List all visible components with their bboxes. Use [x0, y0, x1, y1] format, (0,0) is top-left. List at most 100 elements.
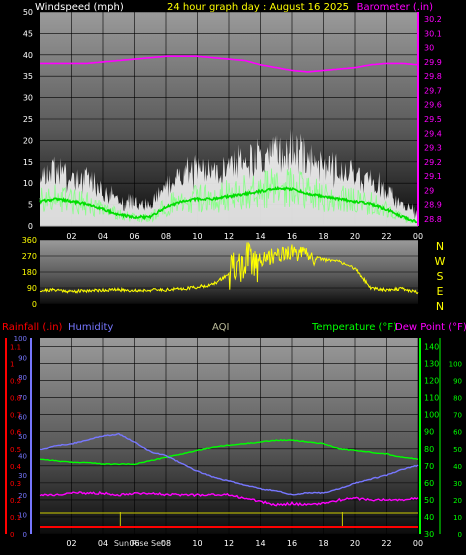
- temperature-y-tick: 50: [424, 496, 434, 505]
- humidity-y-tick: 30: [18, 472, 27, 480]
- compass-label: E: [437, 285, 444, 298]
- temperature-y-tick: 130: [424, 360, 439, 369]
- climate-x-tick: 04: [98, 539, 108, 548]
- temperature-y-tick: 110: [424, 394, 439, 403]
- barometer-y-tick: 29.3: [424, 144, 442, 153]
- dewpoint-y-tick: 90: [453, 378, 462, 386]
- wind-y-tick: 15: [23, 158, 33, 167]
- dewpoint-y-tick: 20: [453, 497, 462, 505]
- climate-x-tick: 20: [350, 539, 360, 548]
- humidity-y-tick: 10: [18, 511, 27, 519]
- wind-x-tick: 04: [98, 232, 108, 241]
- wind-x-tick: 16: [287, 232, 297, 241]
- rain-y-tick: 0.8: [10, 395, 21, 403]
- direction-y-tick: 270: [22, 252, 37, 261]
- dewpoint-y-tick: 80: [453, 395, 462, 403]
- barometer-y-tick: 29: [424, 186, 434, 195]
- barometer-y-tick: 29.9: [424, 58, 442, 67]
- wind-y-tick: 40: [23, 51, 33, 60]
- wind-speed-line: [39, 167, 419, 224]
- climate-x-tick: 22: [381, 539, 391, 548]
- wind-x-tick: 12: [224, 232, 234, 241]
- humidity-title: Humidity: [68, 322, 113, 333]
- direction-y-tick: 90: [27, 284, 37, 293]
- dewpoint-y-tick: 70: [453, 412, 462, 420]
- temperature-y-tick: 120: [424, 377, 439, 386]
- wind-x-tick: 22: [381, 232, 391, 241]
- barometer-y-tick: 29.2: [424, 158, 442, 167]
- barometer-y-tick: 30.2: [424, 15, 442, 24]
- humidity-y-tick: 50: [18, 433, 27, 441]
- rain-y-tick: 0: [10, 531, 14, 539]
- wind-title: Windspeed (mph): [35, 2, 124, 13]
- compass-label: W: [435, 255, 446, 268]
- rain-y-tick: 0.7: [10, 412, 21, 420]
- temperature-line: [39, 439, 419, 466]
- climate-x-tick: 00: [413, 539, 423, 548]
- wind-y-tick: 35: [23, 72, 33, 81]
- temperature-y-tick: 90: [424, 428, 434, 437]
- direction-y-tick: 180: [22, 268, 37, 277]
- aqi-title: AQI: [212, 322, 230, 333]
- climate-x-tick: 18: [318, 539, 328, 548]
- wind-y-tick: 5: [28, 201, 33, 210]
- wind-y-tick: 10: [23, 179, 33, 188]
- wind-x-tick: 06: [129, 232, 139, 241]
- barometer-y-tick: 28.8: [424, 215, 442, 224]
- graph-date-title: 24 hour graph day : August 16 2025: [167, 2, 349, 13]
- wind-gust-area: [40, 128, 418, 226]
- temperature-y-tick: 40: [424, 513, 434, 522]
- sun-rise-set-label: Sun Rise Set: [114, 539, 164, 548]
- humidity-y-tick: 60: [18, 413, 27, 421]
- wind-y-tick: 25: [23, 115, 33, 124]
- temperature-y-tick: 80: [424, 445, 434, 454]
- compass-label: N: [436, 240, 444, 253]
- compass-label: N: [436, 300, 444, 313]
- wind-y-tick: 0: [28, 222, 33, 231]
- wind-x-tick: 14: [255, 232, 265, 241]
- rain-y-tick: 0.4: [10, 463, 22, 471]
- wind-x-tick: 20: [350, 232, 360, 241]
- rainfall-title: Rainfall (.in): [2, 322, 63, 333]
- temperature-y-tick: 100: [424, 411, 439, 420]
- wind-x-tick: 00: [413, 232, 423, 241]
- barometer-y-tick: 29.4: [424, 129, 442, 138]
- rain-y-tick: 1: [10, 361, 14, 369]
- rain-y-tick: 1.1: [10, 344, 21, 352]
- barometer-y-tick: 30.1: [424, 29, 442, 38]
- temperature-title: Temperature (°F): [311, 322, 397, 333]
- temperature-y-tick: 30: [424, 530, 434, 539]
- barometer-y-tick: 30: [424, 44, 434, 53]
- barometer-line: [40, 55, 419, 73]
- humidity-line: [39, 432, 419, 496]
- humidity-y-tick: 80: [18, 374, 27, 382]
- dewpoint-y-tick: 0: [458, 531, 462, 539]
- rain-y-tick: 0.2: [10, 497, 21, 505]
- direction-y-tick: 360: [22, 236, 37, 245]
- dewpoint-y-tick: 50: [453, 446, 462, 454]
- climate-x-tick: 14: [255, 539, 265, 548]
- barometer-y-tick: 29.5: [424, 115, 442, 124]
- rain-y-tick: 0.9: [10, 378, 21, 386]
- rain-y-tick: 0.3: [10, 480, 21, 488]
- wind-x-tick: 08: [161, 232, 171, 241]
- dewpoint-title: Dew Point (°F): [395, 322, 466, 333]
- climate-x-tick: 02: [66, 539, 76, 548]
- humidity-y-tick: 20: [18, 492, 27, 500]
- humidity-y-tick: 0: [23, 531, 27, 539]
- climate-x-tick: 12: [224, 539, 234, 548]
- temperature-y-tick: 140: [424, 343, 439, 352]
- dewpoint-y-tick: 30: [453, 480, 462, 488]
- temperature-y-tick: 70: [424, 462, 434, 471]
- wind-direction-line: [39, 241, 419, 295]
- wind-x-tick: 10: [192, 232, 202, 241]
- dewpoint-y-tick: 60: [453, 429, 462, 437]
- wind-x-tick: 02: [66, 232, 76, 241]
- climate-x-tick: 06: [129, 539, 139, 548]
- temperature-y-tick: 60: [424, 479, 434, 488]
- rain-y-tick: 0.1: [10, 514, 21, 522]
- barometer-y-tick: 29.1: [424, 172, 442, 181]
- humidity-y-tick: 40: [18, 453, 27, 461]
- wind-y-tick: 50: [23, 8, 33, 17]
